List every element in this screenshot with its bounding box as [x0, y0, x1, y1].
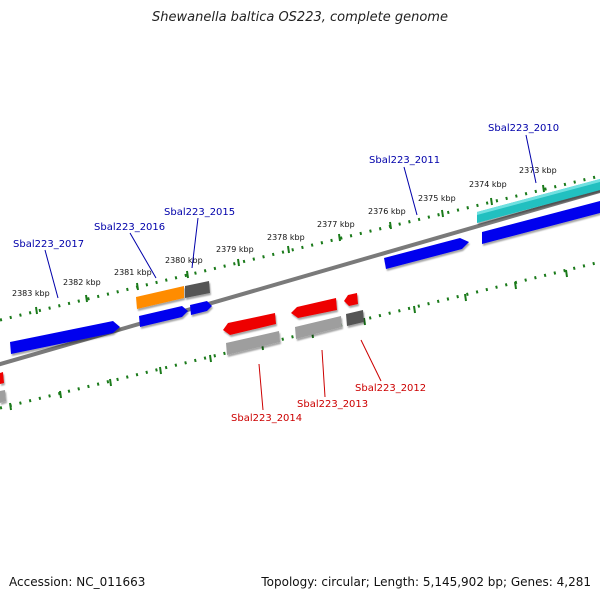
- gene-label-2010[interactable]: Sbal223_2010: [488, 123, 559, 134]
- gene-label-2014[interactable]: Sbal223_2014: [231, 413, 302, 424]
- gene-label-2013[interactable]: Sbal223_2013: [297, 399, 368, 410]
- tick-label: 2383 kbp: [12, 289, 50, 298]
- feature-cds-2010[interactable]: [482, 201, 600, 244]
- tick-label: 2382 kbp: [63, 278, 101, 287]
- feature-cds-2013[interactable]: [291, 298, 337, 318]
- gene-label-2016[interactable]: Sbal223_2016: [94, 222, 165, 233]
- tick-labels: 2373 kbp 2374 kbp 2375 kbp 2376 kbp 2377…: [12, 166, 557, 298]
- feature-cds-2014[interactable]: [223, 313, 276, 335]
- tick-label: 2375 kbp: [418, 194, 456, 203]
- tick-label: 2380 kbp: [165, 256, 203, 265]
- tick-label: 2376 kbp: [368, 207, 406, 216]
- gene-label-2012[interactable]: Sbal223_2012: [355, 383, 426, 394]
- tick-label: 2378 kbp: [267, 233, 305, 242]
- feature-gene-2013[interactable]: [295, 316, 342, 339]
- scale-upper: [0, 174, 600, 322]
- accession-text: Accession: NC_011663: [9, 575, 146, 589]
- minus-strand-features: [0, 293, 364, 403]
- plus-strand-features: [10, 179, 600, 354]
- genome-summary-text: Topology: circular; Length: 5,145,902 bp…: [261, 575, 591, 589]
- major-ticks-upper: [35, 184, 545, 315]
- map-title: Shewanella baltica OS223, complete genom…: [152, 10, 448, 25]
- feature-cds-2011[interactable]: [384, 238, 469, 269]
- feature-dark[interactable]: [185, 281, 210, 298]
- gene-label-2017[interactable]: Sbal223_2017: [13, 239, 84, 250]
- tick-label: 2374 kbp: [469, 180, 507, 189]
- tick-label: 2373 kbp: [519, 166, 557, 175]
- gene-labels: Sbal223_2010 Sbal223_2011 Sbal223_2015 S…: [13, 123, 559, 424]
- gene-label-2015[interactable]: Sbal223_2015: [164, 207, 235, 218]
- genome-backbone: [0, 188, 600, 367]
- gene-label-2011[interactable]: Sbal223_2011: [369, 155, 440, 166]
- feature-gene-edge[interactable]: [0, 390, 6, 403]
- major-ticks-lower: [9, 269, 568, 411]
- label-leaders: [44, 134, 537, 411]
- feature-cds-2012[interactable]: [344, 293, 358, 306]
- feature-cds-2017[interactable]: [10, 321, 120, 354]
- feature-cds-edge[interactable]: [0, 372, 4, 384]
- feature-gene-2012[interactable]: [346, 310, 364, 326]
- feature-cds-2015[interactable]: [190, 301, 212, 315]
- feature-orange[interactable]: [136, 286, 184, 309]
- tick-label: 2379 kbp: [216, 245, 254, 254]
- feature-gene-2014[interactable]: [226, 331, 280, 355]
- feature-cds-2016[interactable]: [139, 306, 188, 327]
- tick-label: 2381 kbp: [114, 268, 152, 277]
- tick-label: 2377 kbp: [317, 220, 355, 229]
